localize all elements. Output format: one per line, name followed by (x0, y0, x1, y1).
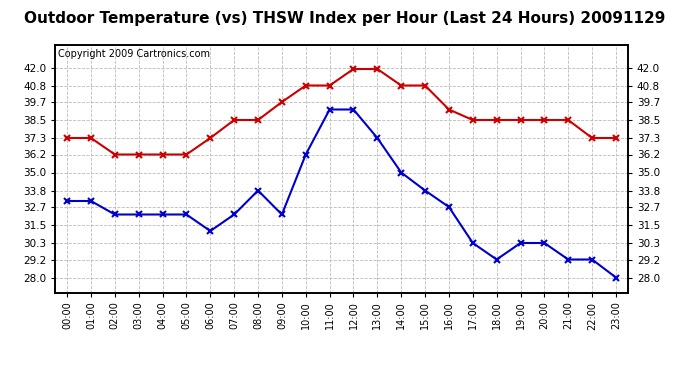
Text: Copyright 2009 Cartronics.com: Copyright 2009 Cartronics.com (58, 49, 210, 59)
Text: Outdoor Temperature (vs) THSW Index per Hour (Last 24 Hours) 20091129: Outdoor Temperature (vs) THSW Index per … (24, 11, 666, 26)
